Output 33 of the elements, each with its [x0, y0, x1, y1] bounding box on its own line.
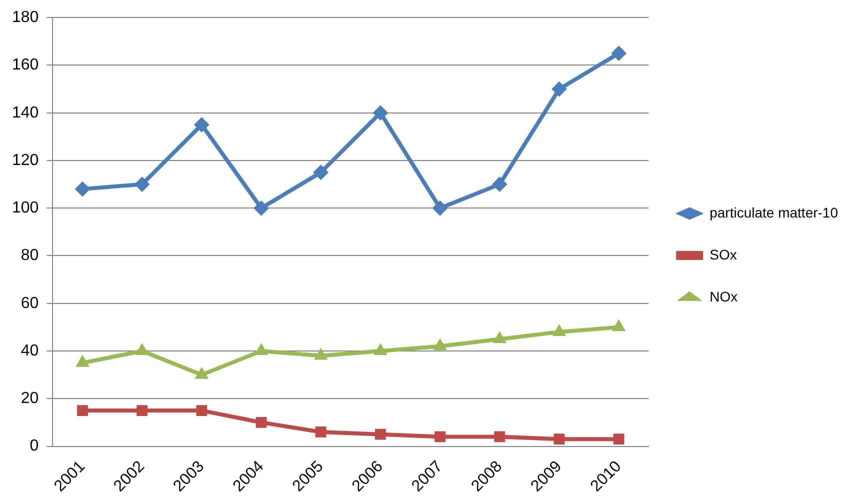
point	[254, 200, 269, 216]
point	[611, 46, 626, 61]
legend-label: SOx	[710, 246, 737, 262]
y-tick-label: 0	[30, 438, 39, 455]
legend-label: particulate matter-10	[710, 204, 838, 220]
point	[313, 164, 328, 180]
y-tick-label: 180	[12, 9, 39, 26]
y-tick-label: 160	[12, 56, 39, 74]
point	[134, 176, 150, 192]
point	[315, 426, 326, 438]
point	[554, 434, 565, 445]
point	[434, 431, 446, 442]
point	[432, 200, 448, 216]
point	[194, 117, 210, 132]
point	[374, 428, 386, 440]
point	[256, 416, 267, 428]
point	[552, 82, 567, 97]
y-tick-label: 60	[20, 294, 39, 312]
y-tick-label: 80	[20, 247, 39, 264]
point	[136, 405, 148, 416]
y-tick-label: 140	[12, 104, 39, 122]
y-tick-label: 40	[20, 342, 39, 360]
point	[196, 405, 208, 416]
y-tick-label: 100	[12, 200, 39, 217]
point	[74, 182, 90, 197]
point	[613, 434, 624, 445]
point	[372, 105, 388, 120]
point	[494, 431, 506, 442]
point	[492, 176, 508, 192]
point	[77, 405, 88, 416]
y-tick-label: 20	[20, 390, 39, 408]
legend-label: NOx	[710, 288, 738, 304]
y-tick-label: 120	[12, 152, 39, 169]
